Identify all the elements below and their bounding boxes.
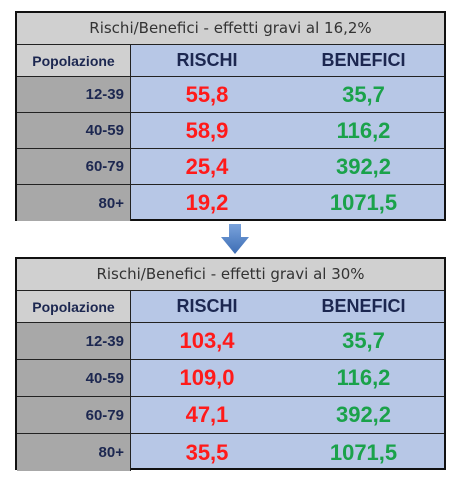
risk-cell: 19,2 [185, 190, 229, 215]
population-cell: 40-59 [17, 113, 131, 148]
risk-cell: 35,5 [185, 439, 229, 465]
table-title: Rischi/Benefici - effetti gravi al 16,2% [17, 13, 444, 45]
risk-cell: 58,9 [185, 117, 229, 143]
header-row: Popolazione RISCHI BENEFICI [17, 291, 444, 323]
risk-cell: 55,8 [185, 81, 229, 107]
table-row: 80+ 19,2 1071,5 [17, 185, 444, 221]
header-population: Popolazione [17, 45, 131, 76]
header-risks: RISCHI [176, 50, 238, 70]
risk-cell: 25,4 [185, 153, 229, 179]
benefit-cell: 392,2 [335, 153, 392, 179]
population-cell: 12-39 [17, 77, 131, 112]
header-row: Popolazione RISCHI BENEFICI [17, 45, 444, 77]
table-row: 12-39 55,8 35,7 [17, 77, 444, 113]
benefit-cell: 116,2 [336, 117, 391, 143]
population-cell: 60-79 [17, 397, 131, 433]
population-cell: 80+ [17, 185, 131, 221]
risk-benefit-table-16: Rischi/Benefici - effetti gravi al 16,2%… [15, 11, 446, 221]
risk-benefit-table-30: Rischi/Benefici - effetti gravi al 30% P… [15, 257, 446, 471]
population-cell: 40-59 [17, 360, 131, 396]
benefit-cell: 1071,5 [329, 190, 398, 215]
benefit-cell: 35,7 [342, 328, 385, 353]
table-row: 60-79 25,4 392,2 [17, 149, 444, 185]
benefit-cell: 116,2 [336, 365, 391, 390]
benefit-cell: 35,7 [342, 81, 385, 107]
table-row: 40-59 58,9 116,2 [17, 113, 444, 149]
table-row: 40-59 109,0 116,2 [17, 360, 444, 397]
population-cell: 80+ [17, 434, 131, 471]
table-row: 60-79 47,1 392,2 [17, 397, 444, 434]
population-cell: 60-79 [17, 149, 131, 184]
table-title: Rischi/Benefici - effetti gravi al 30% [17, 259, 444, 291]
benefit-cell: 1071,5 [329, 439, 398, 465]
risk-cell: 103,4 [179, 328, 235, 353]
table-row: 12-39 103,4 35,7 [17, 323, 444, 360]
header-benefits: BENEFICI [321, 296, 406, 316]
table-row: 80+ 35,5 1071,5 [17, 434, 444, 471]
arrow-down-icon [221, 224, 249, 254]
risk-cell: 109,0 [179, 365, 235, 390]
population-cell: 12-39 [17, 323, 131, 359]
header-benefits: BENEFICI [321, 50, 406, 70]
benefit-cell: 392,2 [335, 402, 392, 427]
header-risks: RISCHI [176, 296, 238, 316]
header-population: Popolazione [17, 291, 131, 322]
risk-cell: 47,1 [185, 402, 229, 427]
